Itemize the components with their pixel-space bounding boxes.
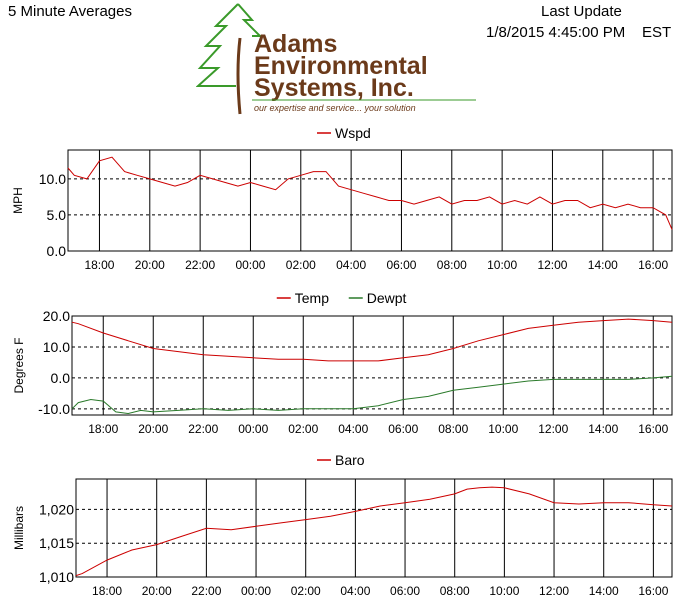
x-tick-label: 04:00 [340,584,370,598]
x-tick-label: 20:00 [142,584,172,598]
timezone-label: EST [641,24,672,41]
x-tick-label: 18:00 [88,422,118,436]
x-tick-label: 16:00 [638,258,668,272]
x-tick-label: 06:00 [388,422,418,436]
x-tick-label: 08:00 [438,422,468,436]
x-tick-label: 10:00 [489,584,519,598]
update-timestamp: 1/8/2015 4:45:00 PM [486,24,626,41]
x-tick-label: 22:00 [191,584,221,598]
chart-2: 18:00 20:00 22:00 00:00 02:00 04:00 06:00 08:00… [12,452,673,598]
plot-frame [75,478,673,578]
x-tick-label: 00:00 [241,584,271,598]
y-tick-label: 10.0 [39,171,66,187]
logo-line-1: Adams [254,30,337,58]
chart-0: 18:00 20:00 22:00 00:00 02:00 04:00 06:00 08:00… [11,125,673,272]
x-tick-label: 12:00 [538,422,568,436]
x-tick-label: 18:00 [92,584,122,598]
y-tick-label: 1,010 [39,569,74,585]
legend-label: Dewpt [367,290,407,306]
y-axis-label: MPH [11,187,25,214]
y-tick-label: 0.0 [47,243,67,259]
logo-tagline: our expertise and service... your soluti… [254,103,416,113]
logo-line-3: Systems, Inc. [254,74,414,102]
x-tick-label: 20:00 [135,258,165,272]
chart-1: 18:00 20:00 22:00 00:00 02:00 04:00 06:00 08:00… [12,290,673,436]
x-tick-label: 08:00 [437,258,467,272]
y-tick-label: 1,020 [39,501,74,517]
x-tick-label: 10:00 [488,422,518,436]
legend-label: Wspd [335,125,371,141]
y-axis-label: Degrees F [12,337,26,393]
series-line-wspd [67,156,673,230]
x-tick-label: 06:00 [390,584,420,598]
logo-line-2: Environmental [254,52,428,80]
y-tick-label: 1,015 [39,535,74,551]
series-line-dewpt [71,375,673,415]
x-tick-label: 10:00 [487,258,517,272]
x-tick-label: 12:00 [537,258,567,272]
y-tick-label: 5.0 [47,207,67,223]
y-tick-label: -10.0 [38,401,70,417]
plot-frame [71,315,673,416]
legend-label: Baro [335,452,365,468]
x-tick-label: 02:00 [288,422,318,436]
x-tick-label: 16:00 [638,584,668,598]
x-tick-label: 00:00 [238,422,268,436]
x-tick-label: 14:00 [589,584,619,598]
x-tick-label: 02:00 [286,258,316,272]
x-tick-label: 08:00 [440,584,470,598]
x-tick-label: 22:00 [188,422,218,436]
y-tick-label: 20.0 [43,308,70,324]
x-tick-label: 02:00 [291,584,321,598]
x-tick-label: 06:00 [386,258,416,272]
x-tick-label: 04:00 [338,422,368,436]
x-tick-label: 14:00 [588,422,618,436]
x-tick-label: 20:00 [138,422,168,436]
page-title: 5 Minute Averages [8,3,132,20]
x-tick-label: 04:00 [336,258,366,272]
tree-icon [196,3,263,115]
x-tick-label: 14:00 [588,258,618,272]
plot-frame [67,149,673,252]
legend-label: Temp [295,290,329,306]
y-tick-label: 0.0 [51,370,71,386]
company-logo: Adams Environmental Systems, Inc. our ex… [196,3,476,115]
y-tick-label: 10.0 [43,339,70,355]
series-line-baro [75,486,673,577]
y-axis-label: Millibars [12,506,26,550]
last-update-label: Last Update [541,3,622,20]
last-update-time: 1/8/2015 4:45:00 PM EST [486,24,671,41]
x-tick-label: 18:00 [84,258,114,272]
x-tick-label: 22:00 [185,258,215,272]
series-line-temp [71,318,673,362]
x-tick-label: 16:00 [638,422,668,436]
x-tick-label: 00:00 [235,258,265,272]
x-tick-label: 12:00 [539,584,569,598]
